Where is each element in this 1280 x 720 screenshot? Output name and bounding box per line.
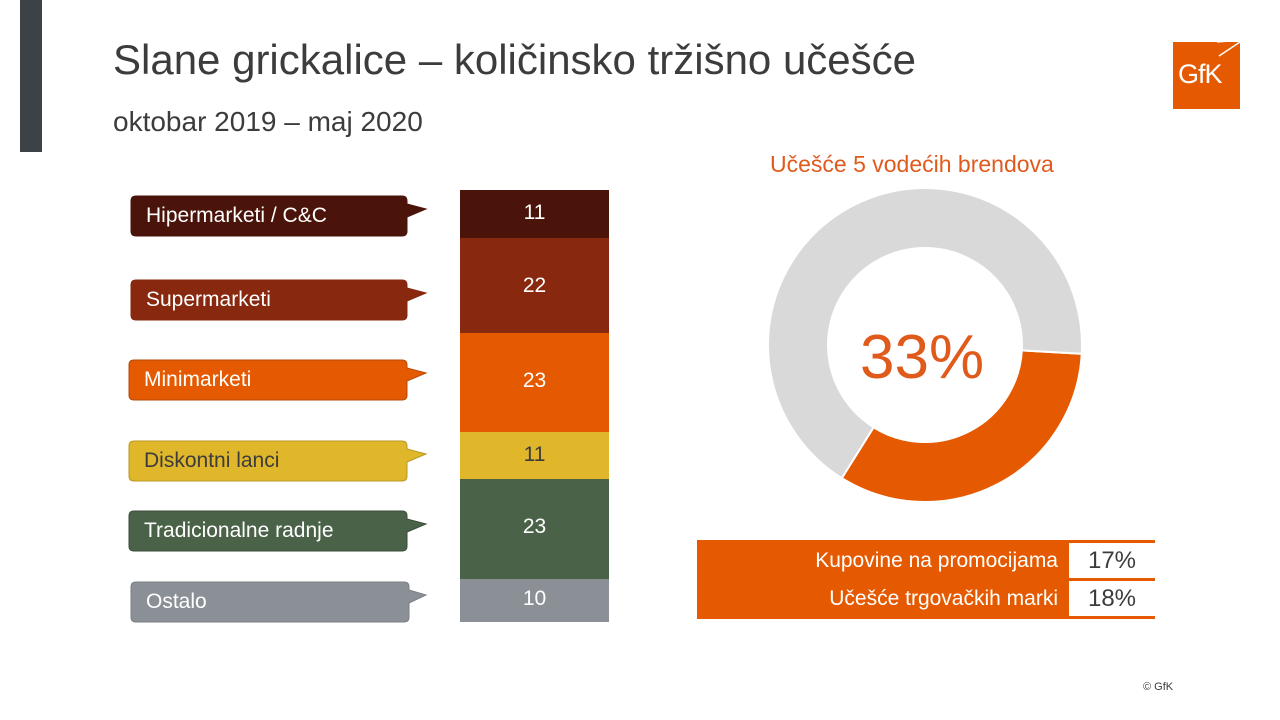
bar-segment-supermarketi: 22 <box>460 237 609 333</box>
bar-value-label: 23 <box>522 515 547 539</box>
bar-segment-diskontni-lanci: 11 <box>460 431 609 480</box>
slide-subtitle: oktobar 2019 – maj 2020 <box>113 106 423 137</box>
callout-label-minimarketi: Minimarketi <box>144 368 252 391</box>
copyright: © GfK <box>1143 681 1174 693</box>
donut-slice-ostali <box>767 187 1083 480</box>
bar-segment-ostalo: 10 <box>460 578 609 622</box>
logo-text: GfK <box>1178 59 1223 89</box>
bar-value-label: 22 <box>522 273 547 297</box>
bar-value-label: 10 <box>522 587 547 611</box>
kpi-label-promotions: Kupovine na promocijama <box>815 548 1058 572</box>
kpi-row-promotions: Kupovine na promocijama 17% <box>815 543 1155 578</box>
kpi-value-private-labels: 18% <box>1069 581 1155 616</box>
kpi-label-private-labels: Učešće trgovačkih marki <box>829 586 1058 610</box>
donut-center-value: 33% <box>860 323 985 392</box>
bar-value-label: 23 <box>522 368 547 392</box>
callout-label-hipermarketi-c-c: Hipermarketi / C&C <box>146 204 327 227</box>
donut-slice-top-5 <box>840 349 1083 503</box>
bar-value-label: 11 <box>523 442 546 466</box>
donut-chart <box>767 187 1083 503</box>
callout-label-ostalo: Ostalo <box>146 590 207 613</box>
side-accent-bar <box>20 0 42 152</box>
kpi-box: Kupovine na promocijama 17% Učešće trgov… <box>697 540 1155 619</box>
slide-title: Slane grickalice – količinsko tržišno uč… <box>113 36 917 83</box>
bar-segment-hipermarketi-c-c: 11 <box>460 190 609 238</box>
bar-value-label: 11 <box>523 200 546 224</box>
bar-segment-minimarketi: 23 <box>460 332 609 432</box>
logo-corner-lines <box>1217 42 1240 57</box>
callout-label-diskontni-lanci: Diskontni lanci <box>144 449 280 472</box>
gfk-logo: GfK <box>1173 42 1240 109</box>
kpi-row-private-labels: Učešće trgovačkih marki 18% <box>829 581 1155 616</box>
kpi-value-promotions: 17% <box>1069 543 1155 578</box>
callout-label-tradicionalne-radnje: Tradicionalne radnje <box>144 519 334 542</box>
callout-label-supermarketi: Supermarketi <box>146 288 271 311</box>
donut-title: Učešće 5 vodećih brendova <box>770 151 1054 177</box>
bar-segment-tradicionalne-radnje: 23 <box>460 479 609 579</box>
